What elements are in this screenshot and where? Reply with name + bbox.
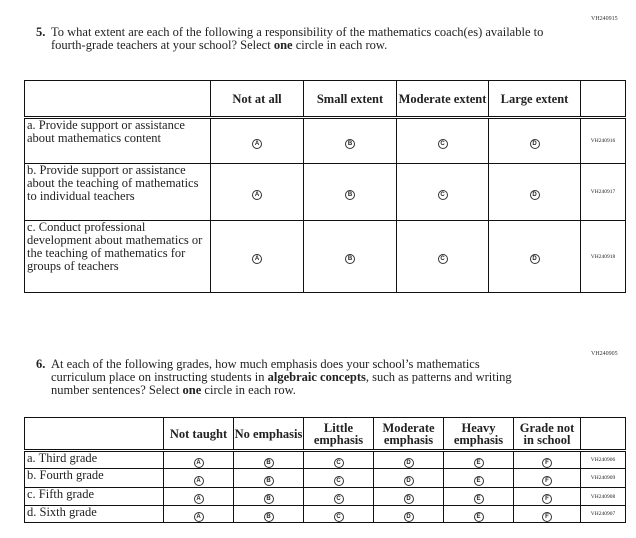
answer-radio-a[interactable]: A — [193, 494, 204, 504]
answer-radio-e[interactable]: E — [473, 475, 484, 486]
table-row: a. Provide support or assistance about m… — [24, 117, 626, 164]
code-column-header — [580, 80, 626, 118]
row-code: VH240918 — [580, 220, 626, 293]
q5-table: Not at all Small extent Moderate extent Lar… — [24, 80, 626, 293]
column-header: No emphasis — [233, 417, 304, 451]
q5-number: 5. — [36, 25, 46, 39]
q6-question: 6. At each of the following grades, how … — [36, 358, 536, 397]
column-header: Heavy emphasis — [443, 417, 514, 451]
row-code: VH240906 — [580, 450, 626, 469]
answer-radio-d[interactable]: D — [403, 494, 414, 504]
answer-radio-f[interactable]: F — [542, 494, 552, 504]
row-label: b. Fourth grade — [24, 468, 164, 488]
answer-radio-b[interactable]: B — [263, 494, 274, 504]
answer-radio-f[interactable]: F — [542, 457, 552, 468]
answer-radio-b[interactable]: B — [263, 511, 274, 522]
answer-radio-a[interactable]: A — [252, 138, 262, 149]
column-header: Not taught — [163, 417, 234, 451]
table-row: b. Provide support or assistance about t… — [24, 163, 626, 221]
q6-number: 6. — [36, 357, 46, 371]
table-row: b. Fourth grade A B C D E F VH240909 — [24, 468, 626, 488]
answer-radio-b[interactable]: B — [263, 475, 274, 486]
answer-radio-c[interactable]: C — [437, 254, 448, 264]
column-header: Not at all — [210, 80, 304, 118]
answer-radio-d[interactable]: D — [403, 475, 414, 486]
row-label: b. Provide support or assistance about t… — [24, 163, 211, 221]
table-row: c. Fifth grade A B C D E F VH240908 — [24, 487, 626, 506]
answer-radio-b[interactable]: B — [345, 189, 355, 200]
answer-radio-c[interactable]: C — [333, 475, 344, 486]
answer-radio-c[interactable]: C — [333, 494, 344, 504]
answer-radio-d[interactable]: D — [403, 457, 414, 468]
answer-radio-b[interactable]: B — [263, 457, 274, 468]
row-code: VH240907 — [580, 505, 626, 523]
column-header: Moderate extent — [396, 80, 489, 118]
q5-question: 5. To what extent are each of the follow… — [36, 26, 556, 52]
row-label: d. Sixth grade — [24, 505, 164, 523]
q6-code: VH240905 — [591, 351, 618, 357]
answer-radio-c[interactable]: C — [437, 189, 448, 200]
row-code: VH240916 — [580, 117, 626, 164]
q5-code: VH240915 — [591, 16, 618, 22]
code-column-header — [580, 417, 626, 451]
answer-radio-c[interactable]: C — [333, 511, 344, 522]
q5-text: To what extent are each of the following… — [51, 25, 544, 52]
row-label: a. Provide support or assistance about m… — [24, 117, 211, 164]
answer-radio-a[interactable]: A — [193, 457, 204, 468]
table-row: a. Third grade A B C D E F VH240906 — [24, 450, 626, 469]
answer-radio-a[interactable]: A — [252, 189, 262, 200]
answer-radio-e[interactable]: E — [473, 494, 484, 504]
answer-radio-e[interactable]: E — [473, 457, 484, 468]
answer-radio-e[interactable]: E — [473, 511, 484, 522]
column-header: Little emphasis — [303, 417, 374, 451]
column-header: Large extent — [488, 80, 581, 118]
row-code: VH240909 — [580, 468, 626, 488]
answer-radio-f[interactable]: F — [542, 511, 552, 522]
column-header: Grade not in school — [513, 417, 581, 451]
table-row: d. Sixth grade A B C D E F VH240907 — [24, 505, 626, 523]
answer-radio-b[interactable]: B — [345, 138, 355, 149]
column-header: Moderate emphasis — [373, 417, 444, 451]
row-code: VH240917 — [580, 163, 626, 221]
q6-text: At each of the following grades, how muc… — [51, 357, 512, 397]
row-code: VH240908 — [580, 487, 626, 506]
row-label: a. Third grade — [24, 450, 164, 469]
answer-radio-f[interactable]: F — [542, 475, 552, 486]
q6-table: Not taught No emphasis Little emphasis Mode… — [24, 417, 626, 523]
answer-radio-d[interactable]: D — [529, 254, 540, 264]
answer-radio-d[interactable]: D — [529, 138, 540, 149]
answer-radio-a[interactable]: A — [193, 511, 204, 522]
table-row: c. Conduct professional development abou… — [24, 220, 626, 293]
answer-radio-d[interactable]: D — [529, 189, 540, 200]
answer-radio-a[interactable]: A — [193, 475, 204, 486]
answer-radio-a[interactable]: A — [252, 254, 262, 264]
answer-radio-b[interactable]: B — [345, 254, 355, 264]
answer-radio-d[interactable]: D — [403, 511, 414, 522]
answer-radio-c[interactable]: C — [333, 457, 344, 468]
answer-radio-c[interactable]: C — [437, 138, 448, 149]
row-label: c. Conduct professional development abou… — [24, 220, 211, 293]
column-header: Small extent — [303, 80, 397, 118]
row-label: c. Fifth grade — [24, 487, 164, 506]
